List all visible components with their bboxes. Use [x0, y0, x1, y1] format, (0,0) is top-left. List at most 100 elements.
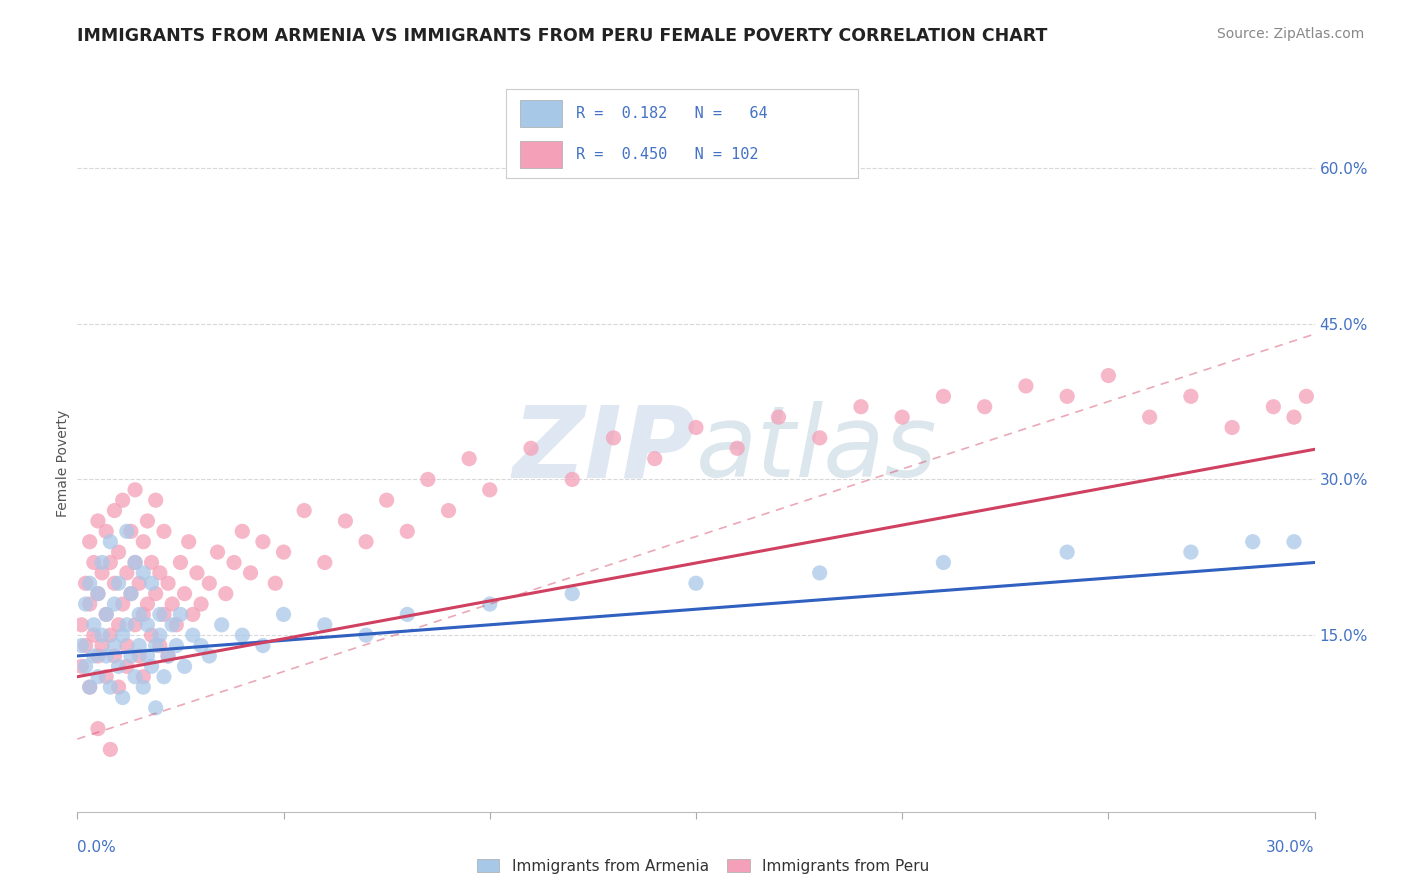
Text: R =  0.450   N = 102: R = 0.450 N = 102 — [576, 147, 759, 161]
Point — [273, 607, 295, 622]
Point — [75, 597, 97, 611]
Text: Source: ZipAtlas.com: Source: ZipAtlas.com — [1216, 27, 1364, 41]
Point — [115, 566, 138, 580]
Point — [153, 524, 176, 539]
Point — [87, 514, 110, 528]
Point — [160, 597, 183, 611]
Point — [103, 639, 125, 653]
Point — [181, 628, 204, 642]
Point — [91, 556, 114, 570]
Point — [79, 680, 101, 694]
Point — [520, 442, 543, 456]
Point — [124, 483, 146, 497]
Point — [128, 607, 150, 622]
Text: ZIP: ZIP — [513, 401, 696, 499]
Point — [198, 648, 221, 663]
Point — [157, 648, 180, 663]
Point — [1282, 534, 1305, 549]
Point — [115, 524, 138, 539]
Point — [145, 493, 167, 508]
Point — [849, 400, 872, 414]
Point — [198, 576, 221, 591]
Point — [111, 493, 134, 508]
Point — [141, 659, 163, 673]
Point — [98, 680, 121, 694]
Point — [83, 648, 105, 663]
Point — [83, 617, 105, 632]
Point — [1015, 379, 1038, 393]
Point — [149, 607, 172, 622]
Point — [1220, 420, 1243, 434]
Point — [149, 628, 172, 642]
Point — [239, 566, 262, 580]
Point — [91, 628, 114, 642]
Point — [120, 587, 142, 601]
Point — [132, 680, 155, 694]
Point — [252, 534, 274, 549]
Point — [124, 556, 146, 570]
Point — [79, 534, 101, 549]
Point — [96, 648, 118, 663]
Point — [75, 639, 97, 653]
Point — [160, 617, 183, 632]
Point — [375, 493, 398, 508]
Point — [181, 607, 204, 622]
Point — [103, 597, 125, 611]
Point — [87, 722, 110, 736]
Point — [79, 576, 101, 591]
Text: 30.0%: 30.0% — [1267, 839, 1315, 855]
Point — [173, 587, 195, 601]
Point — [153, 607, 176, 622]
Point — [768, 410, 790, 425]
Point — [1295, 389, 1317, 403]
Point — [124, 670, 146, 684]
Point — [808, 566, 831, 580]
Point — [128, 639, 150, 653]
Point — [264, 576, 287, 591]
Point — [478, 483, 501, 497]
Point — [1282, 410, 1305, 425]
Point — [136, 514, 159, 528]
Point — [1097, 368, 1119, 383]
Point — [416, 472, 439, 486]
Point — [79, 680, 101, 694]
Point — [111, 628, 134, 642]
Point — [231, 524, 253, 539]
Point — [132, 670, 155, 684]
Point — [136, 648, 159, 663]
Text: IMMIGRANTS FROM ARMENIA VS IMMIGRANTS FROM PERU FEMALE POVERTY CORRELATION CHART: IMMIGRANTS FROM ARMENIA VS IMMIGRANTS FR… — [77, 27, 1047, 45]
Point — [1180, 389, 1202, 403]
Point — [932, 389, 955, 403]
Point — [107, 680, 129, 694]
Point — [115, 639, 138, 653]
Point — [973, 400, 995, 414]
Point — [87, 587, 110, 601]
Point — [87, 587, 110, 601]
Point — [165, 617, 187, 632]
FancyBboxPatch shape — [520, 141, 562, 168]
Point — [314, 617, 336, 632]
Point — [211, 617, 233, 632]
Point — [91, 639, 114, 653]
Point — [107, 545, 129, 559]
Point — [96, 524, 118, 539]
FancyBboxPatch shape — [520, 100, 562, 127]
Point — [186, 566, 208, 580]
Point — [83, 628, 105, 642]
Point — [120, 648, 142, 663]
Point — [96, 670, 118, 684]
Point — [145, 639, 167, 653]
Point — [396, 524, 419, 539]
Point — [79, 597, 101, 611]
Point — [141, 576, 163, 591]
Point — [98, 628, 121, 642]
Point — [157, 648, 180, 663]
Point — [644, 451, 666, 466]
Point — [207, 545, 229, 559]
Point — [83, 556, 105, 570]
Point — [354, 628, 377, 642]
Point — [177, 534, 200, 549]
Point — [561, 472, 583, 486]
Point — [70, 617, 93, 632]
Point — [103, 648, 125, 663]
